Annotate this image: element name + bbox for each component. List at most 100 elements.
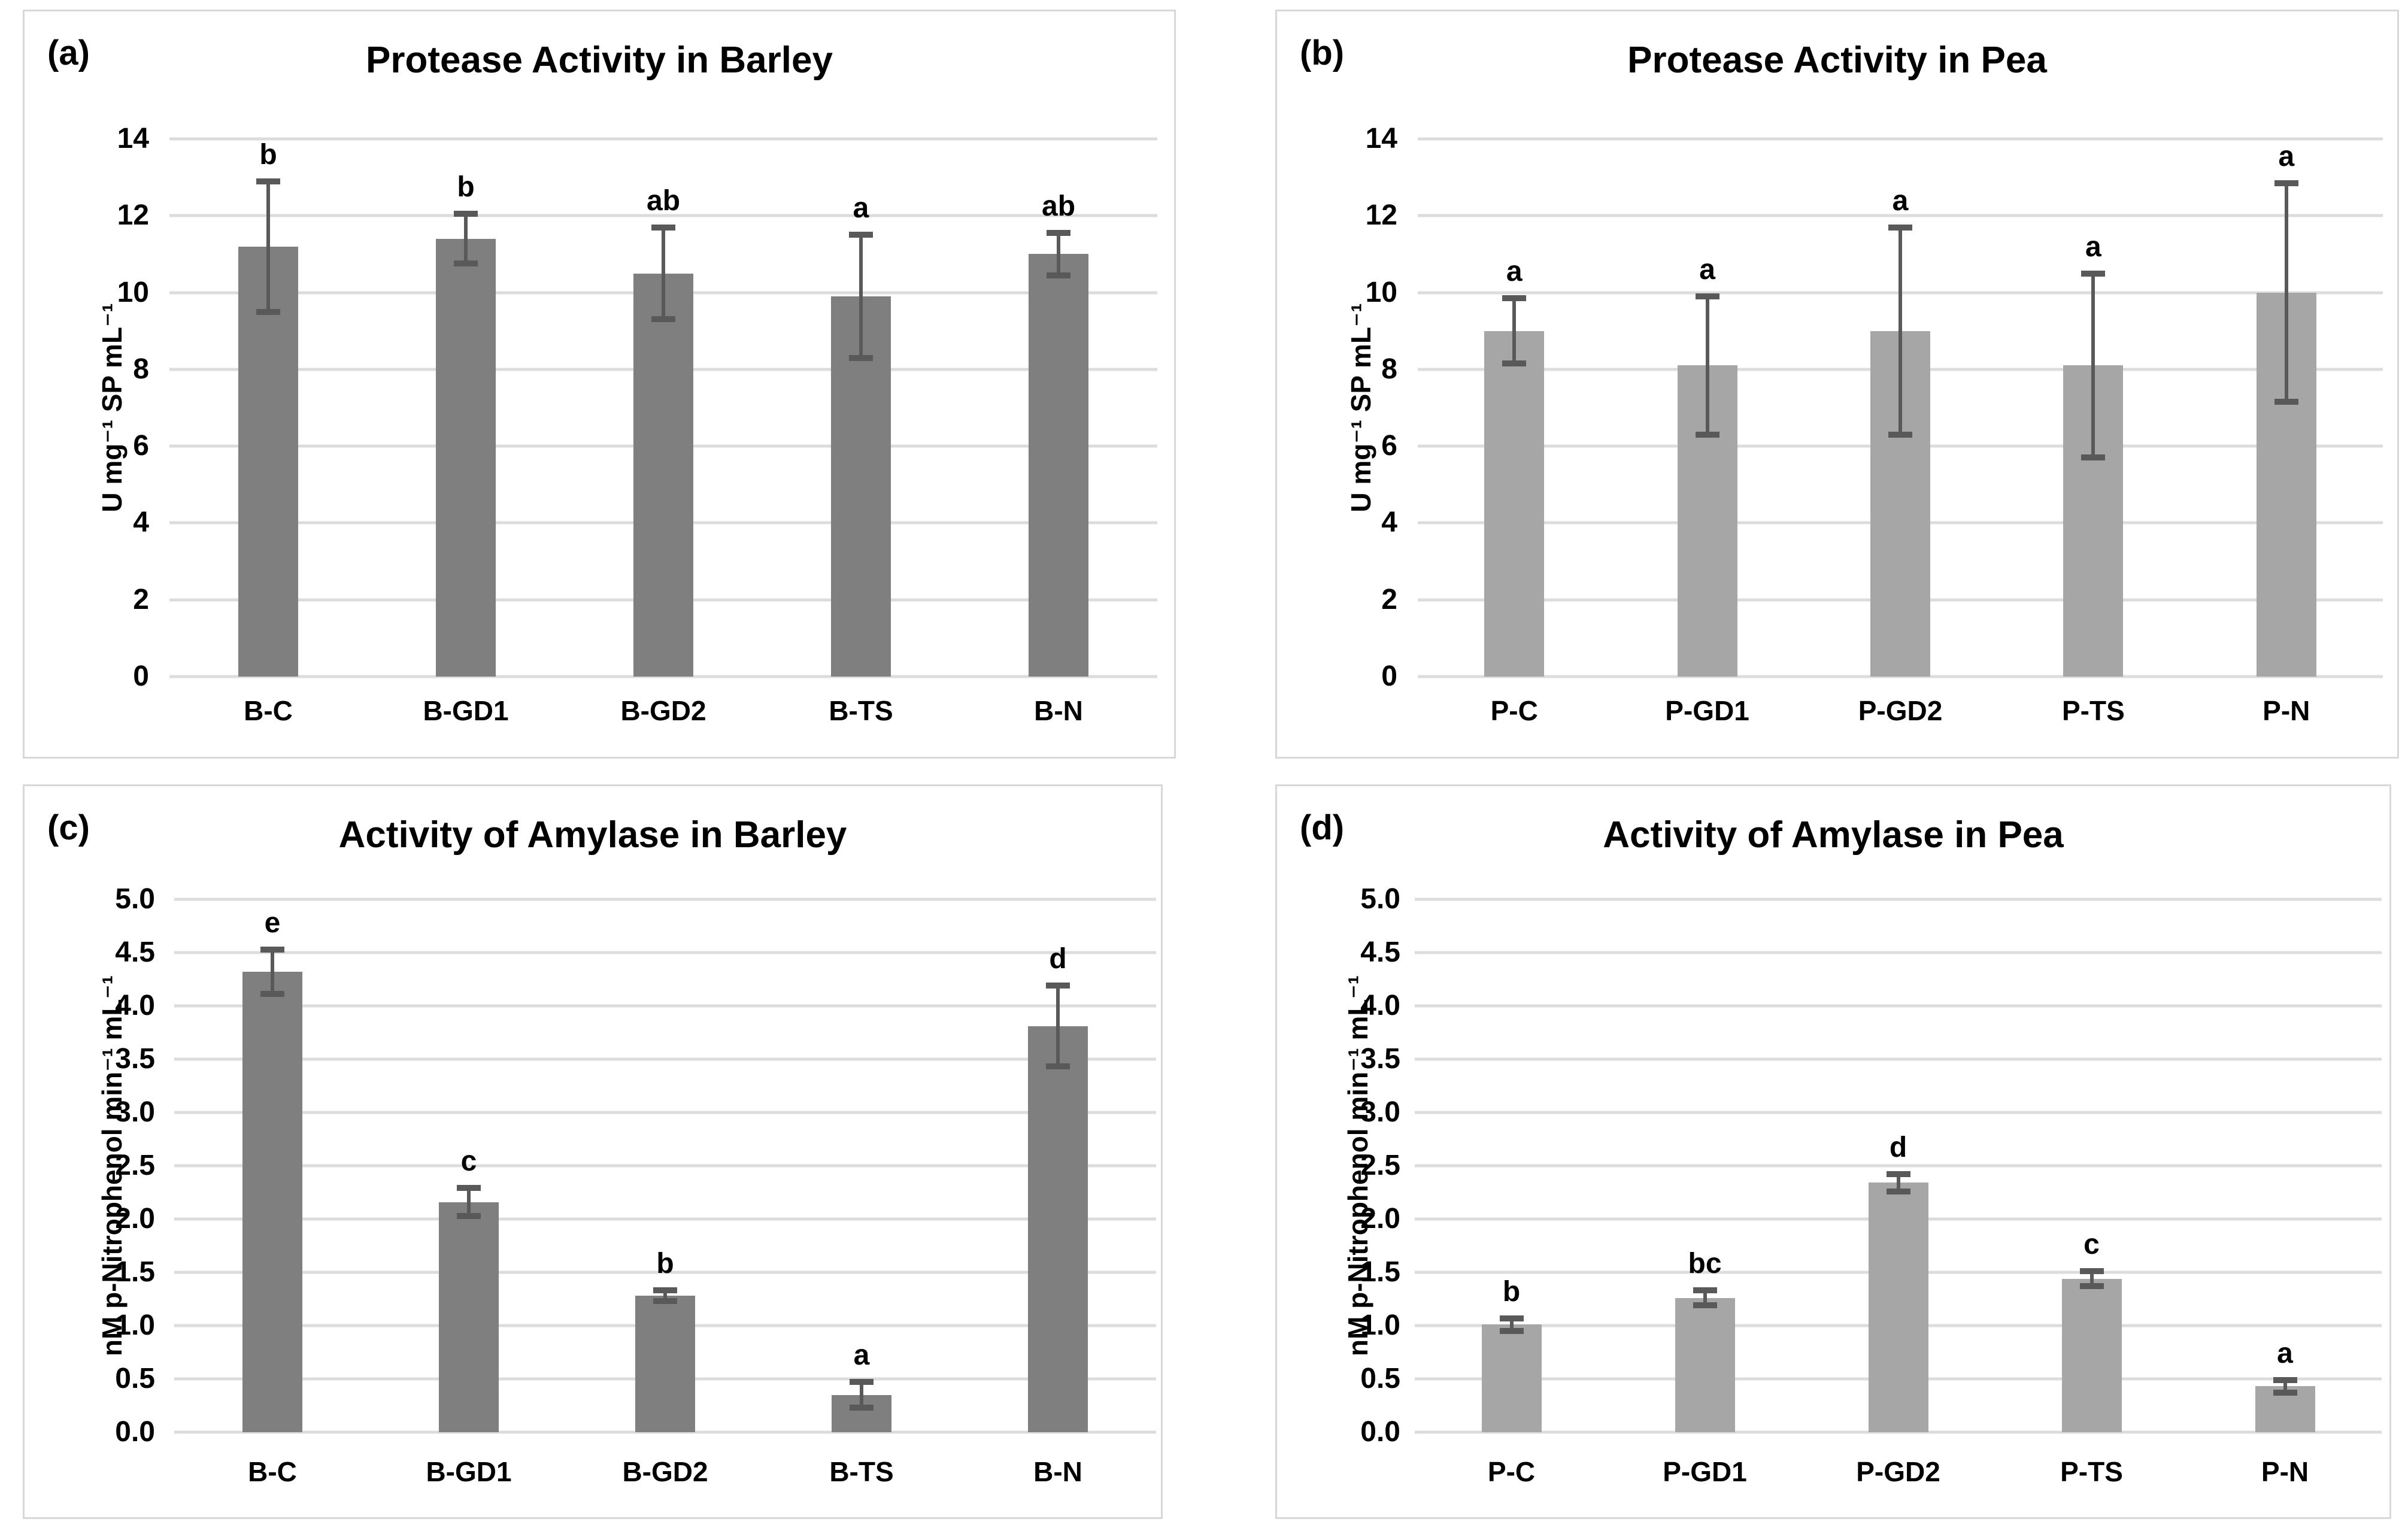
y-tick-label: 1.0 bbox=[1360, 1309, 1400, 1341]
x-axis-label-P-TS: P-TS bbox=[2062, 695, 2125, 726]
y-tick-label: 8 bbox=[1381, 353, 1397, 385]
panel-b-x-axis-labels: P-C P-GD1 P-GD2 P-TS P-N bbox=[1418, 695, 2383, 730]
x-axis-label-B-TS: B-TS bbox=[829, 695, 893, 726]
panel-c-y-axis-ticks: 0.0 0.5 1.0 1.5 2.0 2.5 3.0 3.5 4.0 4.5 5.0 bbox=[48, 885, 163, 1447]
significance-letter-P-C: b bbox=[1502, 1275, 1521, 1308]
y-tick-label: 0 bbox=[133, 660, 149, 692]
significance-letter-B-GD1: c bbox=[460, 1145, 477, 1178]
y-tick-label: 3.0 bbox=[115, 1096, 155, 1128]
gridline bbox=[169, 137, 1157, 141]
bar-B-GD2 bbox=[633, 273, 693, 677]
significance-letter-B-TS: a bbox=[853, 1339, 870, 1372]
gridline bbox=[174, 1217, 1156, 1221]
gridline bbox=[1418, 214, 2383, 217]
gridline bbox=[169, 675, 1157, 678]
x-axis-label-P-GD2: P-GD2 bbox=[1858, 695, 1943, 726]
error-bar-cap-top bbox=[256, 178, 280, 184]
error-bar-line bbox=[1509, 1318, 1514, 1331]
y-tick-label: 3.5 bbox=[1360, 1043, 1400, 1075]
y-tick-label: 6 bbox=[133, 430, 149, 462]
significance-letter-B-N: ab bbox=[1041, 190, 1076, 223]
error-bar-P-N bbox=[2273, 1377, 2297, 1396]
x-axis-label-B-GD1: B-GD1 bbox=[426, 1456, 512, 1487]
error-bar-cap-bottom bbox=[1695, 431, 1719, 438]
y-tick-label: 2.0 bbox=[1360, 1203, 1400, 1235]
y-tick-label: 8 bbox=[133, 353, 149, 385]
panel-a-title: Protease Activity in Barley bbox=[366, 40, 833, 81]
gridline bbox=[174, 1271, 1156, 1274]
y-tick-label: 12 bbox=[1365, 199, 1397, 232]
x-axis-label-P-GD2: P-GD2 bbox=[1856, 1456, 1940, 1487]
gridline bbox=[169, 214, 1157, 217]
x-axis-label-B-C: B-C bbox=[244, 695, 293, 726]
error-bar-B-N bbox=[1046, 983, 1070, 1070]
error-bar-cap-top bbox=[1046, 983, 1070, 989]
y-tick-label: 0.0 bbox=[1360, 1416, 1400, 1448]
error-bar-cap-bottom bbox=[849, 354, 873, 361]
bar-P-TS bbox=[2061, 1278, 2122, 1432]
panel-b-plot-area: a a a a a bbox=[1418, 137, 2383, 678]
panel-c-x-axis-labels: B-C B-GD1 B-GD2 B-TS B-N bbox=[174, 1456, 1156, 1491]
error-bar-B-GD1 bbox=[454, 211, 478, 267]
error-bar-line bbox=[2284, 183, 2288, 402]
error-bar-cap-top bbox=[1695, 293, 1719, 299]
gridline bbox=[174, 1430, 1156, 1434]
error-bar-P-N bbox=[2274, 180, 2298, 405]
x-axis-label-P-C: P-C bbox=[1487, 1456, 1536, 1487]
significance-letter-P-N: a bbox=[2278, 140, 2295, 172]
y-tick-label: 1.5 bbox=[115, 1256, 155, 1288]
error-bar-P-GD2 bbox=[1888, 224, 1912, 438]
error-bar-line bbox=[271, 949, 274, 995]
bar-B-C bbox=[238, 246, 298, 677]
error-bar-P-GD1 bbox=[1695, 293, 1719, 438]
error-bar-line bbox=[1512, 298, 1517, 364]
y-tick-label: 4.0 bbox=[115, 990, 155, 1021]
bar-P-GD1 bbox=[1675, 1297, 1735, 1432]
significance-letter-P-TS: c bbox=[2084, 1229, 2100, 1261]
panel-a-plot-area: b b ab a ab bbox=[169, 137, 1157, 678]
error-bar-cap-top bbox=[2274, 180, 2298, 186]
error-bar-cap-top bbox=[2273, 1377, 2297, 1383]
y-tick-label: 2.5 bbox=[1360, 1150, 1400, 1181]
gridline bbox=[1415, 1057, 2382, 1061]
error-bar-line bbox=[859, 235, 863, 358]
error-bar-cap-bottom bbox=[651, 316, 675, 323]
gridline bbox=[174, 951, 1156, 954]
significance-letter-P-GD2: d bbox=[1889, 1132, 1907, 1164]
gridline bbox=[1415, 1164, 2382, 1168]
error-bar-cap-top bbox=[850, 1379, 874, 1385]
bar-B-C bbox=[242, 972, 302, 1432]
error-bar-P-GD1 bbox=[1693, 1287, 1717, 1309]
y-tick-label: 4 bbox=[133, 507, 149, 539]
error-bar-cap-top bbox=[849, 232, 873, 238]
gridline bbox=[174, 1164, 1156, 1168]
y-tick-label: 12 bbox=[117, 199, 149, 232]
y-tick-label: 4.0 bbox=[1360, 990, 1400, 1021]
error-bar-line bbox=[663, 1290, 667, 1302]
error-bar-line bbox=[2091, 273, 2095, 458]
bar-B-GD2 bbox=[635, 1296, 695, 1432]
panel-b-y-axis-ticks: 0 2 4 6 8 10 12 14 bbox=[1298, 125, 1406, 691]
error-bar-cap-top bbox=[1888, 224, 1912, 231]
error-bar-B-GD2 bbox=[653, 1287, 677, 1305]
x-axis-label-P-N: P-N bbox=[2263, 695, 2310, 726]
y-tick-label: 10 bbox=[117, 276, 149, 308]
error-bar-cap-top bbox=[2081, 270, 2106, 277]
gridline bbox=[1415, 951, 2382, 954]
significance-letter-P-GD2: a bbox=[1892, 184, 1909, 217]
error-bar-cap-top bbox=[651, 224, 675, 231]
significance-letter-P-TS: a bbox=[2085, 231, 2101, 263]
error-bar-cap-bottom bbox=[653, 1298, 677, 1305]
panel-a-letter: (a) bbox=[47, 34, 90, 72]
x-axis-label-P-TS: P-TS bbox=[2060, 1456, 2123, 1487]
error-bar-cap-bottom bbox=[1499, 1327, 1524, 1334]
gridline bbox=[174, 1057, 1156, 1061]
y-tick-label: 2.5 bbox=[115, 1150, 155, 1181]
error-bar-line bbox=[2089, 1271, 2094, 1287]
significance-letter-P-C: a bbox=[1506, 256, 1523, 288]
error-bar-cap-bottom bbox=[1886, 1188, 1910, 1194]
error-bar-P-GD2 bbox=[1886, 1171, 1910, 1194]
panel-c-title: Activity of Amylase in Barley bbox=[338, 814, 847, 856]
x-axis-label-B-GD2: B-GD2 bbox=[620, 695, 706, 726]
